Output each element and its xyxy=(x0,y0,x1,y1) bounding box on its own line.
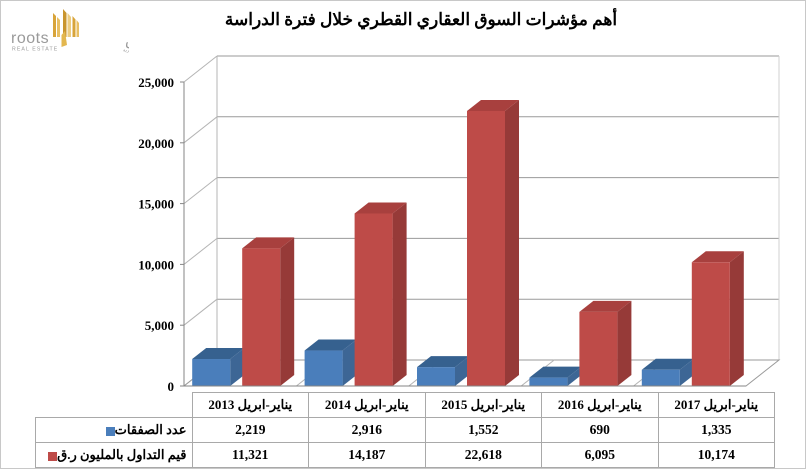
page-title: أهم مؤشرات السوق العقاري القطري خلال فتر… xyxy=(224,10,618,29)
legend-swatch-transactions xyxy=(105,426,115,436)
svg-text:5,000: 5,000 xyxy=(145,318,174,333)
svg-text:0: 0 xyxy=(168,379,175,394)
table-cell: 2,219 xyxy=(191,417,309,443)
legend-label: قيم التداول بالمليون ر.ق xyxy=(57,447,187,462)
table-row-label: عدد الصفقات xyxy=(35,417,193,443)
table-column-header: يناير-ابريل 2013 xyxy=(191,392,309,418)
svg-text:العقارية: العقارية xyxy=(123,48,129,54)
table-cell: 10,174 xyxy=(657,442,775,468)
roots-real-estate-logo: roots REAL ESTATE روتس العقارية xyxy=(9,7,129,55)
chart-axes xyxy=(180,81,746,387)
legend-label: عدد الصفقات xyxy=(114,422,187,437)
building-mark-icon xyxy=(53,9,79,47)
chart-bars xyxy=(192,99,744,386)
table-row-label: قيم التداول بالمليون ر.ق xyxy=(35,442,193,468)
table-cell: 690 xyxy=(541,417,659,443)
table-row: قيم التداول بالمليون ر.ق 11,321 14,187 22,6… xyxy=(35,442,775,468)
logo-wordmark: roots REAL ESTATE xyxy=(11,30,58,53)
chart-plot-area: 0 5,000 10,000 15,000 20,000 25,000 xyxy=(1,53,807,398)
svg-text:10,000: 10,000 xyxy=(138,257,174,272)
legend-swatch-value xyxy=(48,451,58,461)
table-cell: 2,916 xyxy=(308,417,426,443)
table-header-row: يناير-ابريل 2013 يناير-ابريل 2014 يناير-اب… xyxy=(36,392,775,418)
logo-arabic: روتس العقارية xyxy=(123,31,129,54)
chart-data-table: يناير-ابريل 2013 يناير-ابريل 2014 يناير-اب… xyxy=(35,392,775,468)
table-column-header: يناير-ابريل 2017 xyxy=(657,392,775,418)
table-column-header: يناير-ابريل 2015 xyxy=(424,392,542,418)
table-cell: 1,335 xyxy=(657,417,775,443)
chart-y-axis-labels: 0 5,000 10,000 15,000 20,000 25,000 xyxy=(138,75,174,394)
table-corner-cell xyxy=(36,393,193,418)
svg-text:25,000: 25,000 xyxy=(138,75,174,90)
svg-text:15,000: 15,000 xyxy=(138,197,174,212)
svg-text:20,000: 20,000 xyxy=(138,136,174,151)
table-cell: 6,095 xyxy=(541,442,659,468)
table-row: عدد الصفقات 2,219 2,916 1,552 690 1,335 xyxy=(35,417,775,443)
table-cell: 22,618 xyxy=(424,442,542,468)
svg-text:روتس: روتس xyxy=(125,31,129,49)
table-cell: 1,552 xyxy=(424,417,542,443)
table-column-header: يناير-ابريل 2014 xyxy=(308,392,426,418)
svg-text:roots: roots xyxy=(11,30,49,47)
table-column-header: يناير-ابريل 2016 xyxy=(541,392,659,418)
table-cell: 14,187 xyxy=(308,442,426,468)
table-cell: 11,321 xyxy=(191,442,309,468)
svg-text:REAL ESTATE: REAL ESTATE xyxy=(12,47,58,53)
